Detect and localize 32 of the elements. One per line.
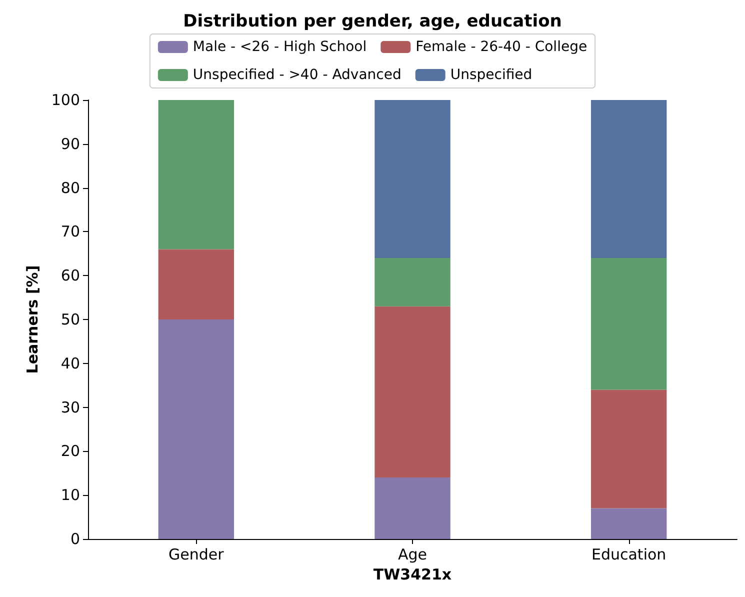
- chart-title: Distribution per gender, age, education: [183, 12, 562, 32]
- y-tick-label: 0: [70, 530, 80, 548]
- bar: [374, 100, 450, 258]
- x-axis-title: TW3421x: [373, 566, 452, 584]
- bar: [590, 508, 667, 539]
- bar: [590, 390, 667, 508]
- y-tick-label: 20: [60, 442, 80, 460]
- y-tick-label: 30: [60, 398, 80, 416]
- bar: [374, 258, 450, 306]
- legend-label: Female - 26-40 - College: [416, 39, 588, 55]
- bar: [590, 100, 667, 258]
- y-tick-label: 70: [60, 222, 80, 241]
- bar: [158, 249, 234, 320]
- x-tick-label: Education: [591, 546, 666, 564]
- legend-label: Male - <26 - High School: [192, 39, 367, 55]
- y-axis-title: Learners [%]: [24, 265, 42, 374]
- y-tick-label: 60: [60, 266, 80, 285]
- bar: [158, 100, 234, 250]
- y-tick-label: 50: [60, 310, 80, 328]
- y-tick-label: 90: [60, 134, 80, 153]
- legend-label: Unspecified: [450, 67, 532, 83]
- bar: [374, 306, 450, 478]
- y-tick-label: 80: [60, 178, 80, 197]
- bar: [590, 258, 667, 390]
- legend-label: Unspecified - >40 - Advanced: [192, 67, 402, 83]
- y-tick-label: 100: [51, 91, 80, 109]
- y-tick-label: 10: [60, 486, 80, 504]
- bar: [374, 478, 450, 539]
- bar: [158, 320, 234, 539]
- x-tick-label: Age: [398, 546, 428, 564]
- x-tick-label: Gender: [168, 546, 225, 564]
- y-tick-label: 40: [60, 354, 80, 372]
